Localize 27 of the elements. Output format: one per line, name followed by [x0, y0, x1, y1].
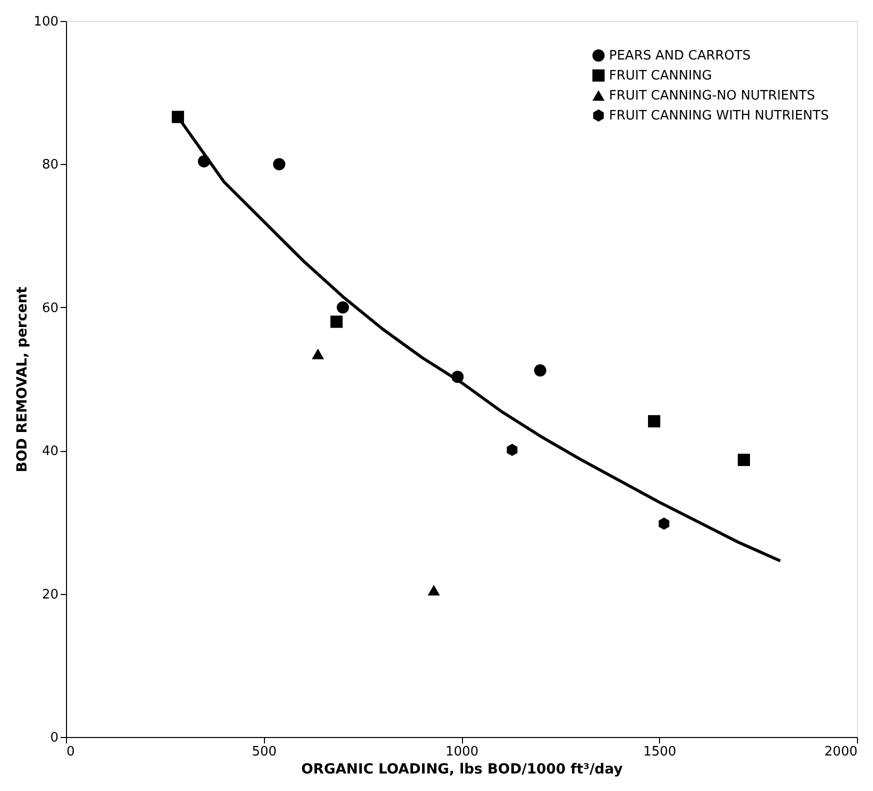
point — [648, 415, 660, 428]
point — [534, 364, 546, 377]
point — [336, 301, 349, 314]
legend-label: FRUIT CANNING-NO NUTRIENTS — [609, 88, 815, 104]
point — [658, 518, 670, 530]
y-tick-label: 100 — [34, 14, 58, 30]
legend-label: PEARS AND CARROTS — [609, 48, 751, 64]
legend-label: FRUIT CANNING WITH NUTRIENTS — [609, 108, 829, 124]
y-tick-label: 20 — [42, 587, 58, 602]
y-tick-label: 80 — [42, 158, 58, 173]
y-axis-title: BOD REMOVAL, percent — [14, 286, 31, 472]
point — [273, 158, 286, 170]
x-tick-label: 1500 — [643, 744, 676, 760]
point — [506, 444, 518, 456]
point — [738, 454, 750, 466]
x-axis-title: ORGANIC LOADING, lbs BOD/1000 ft³/day — [301, 762, 623, 778]
point — [428, 584, 440, 596]
point — [312, 348, 324, 360]
y-tick-label: 0 — [50, 730, 58, 746]
point — [330, 316, 343, 328]
legend-label: FRUIT CANNING — [609, 68, 712, 84]
y-tick-label: 60 — [42, 300, 58, 316]
x-tick-label: 500 — [252, 744, 277, 760]
y-tick-label: 40 — [42, 444, 58, 460]
x-tick-label: 1000 — [445, 744, 479, 760]
x-tick-label: 0 — [66, 744, 75, 760]
x-tick-label: 2000 — [824, 744, 858, 760]
